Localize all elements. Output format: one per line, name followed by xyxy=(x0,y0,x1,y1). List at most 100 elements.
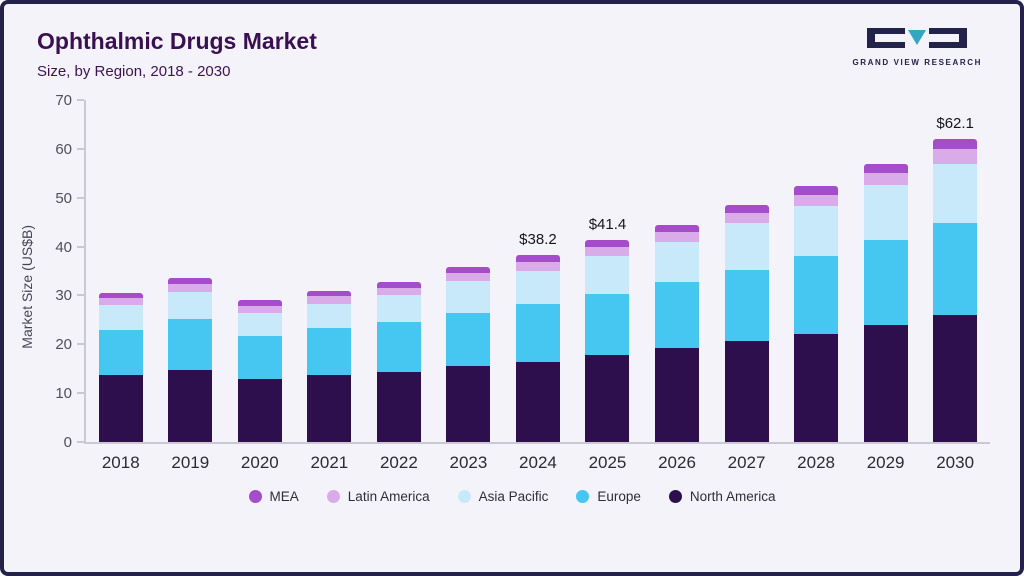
bar-group-2023 xyxy=(434,100,504,442)
bar-segment-asia-pacific xyxy=(237,312,282,336)
bar-group-2030: $62.1 xyxy=(920,100,990,442)
y-tick-70: 70 xyxy=(55,92,72,109)
x-tick-2021: 2021 xyxy=(310,453,349,472)
bar-group-2020 xyxy=(225,100,295,442)
x-tick-2030: 2030 xyxy=(936,453,975,472)
x-tick-2025: 2025 xyxy=(588,453,627,472)
bar-group-2021 xyxy=(295,100,365,442)
bar-segment-europe xyxy=(933,223,978,315)
y-tick-60: 60 xyxy=(55,140,72,158)
bar-segment-north-america xyxy=(307,374,352,442)
legend-dot xyxy=(457,490,471,503)
legend-label: Asia Pacific xyxy=(478,489,549,504)
bar-segment-mea xyxy=(237,300,282,306)
bar-segment-asia-pacific xyxy=(933,163,978,224)
bar-stack xyxy=(98,293,143,442)
y-tick-20: 20 xyxy=(55,336,72,354)
chart-area: Market Size (US$B) 0 10 20 30 40 50 60 70 $38.2… xyxy=(4,86,1020,473)
brand-logo: GRAND VIEW RESEARCH xyxy=(852,28,982,67)
bar-segment-europe xyxy=(376,322,421,373)
legend-item-latin-america: Latin America xyxy=(326,489,430,504)
y-tick-0: 0 xyxy=(63,434,72,451)
bar-segment-europe xyxy=(724,270,769,342)
bar-segment-north-america xyxy=(724,341,769,442)
brand-logo-icon xyxy=(867,28,968,53)
bar-group-2027 xyxy=(712,100,782,442)
y-tick-30: 30 xyxy=(55,287,72,305)
y-tick-mark xyxy=(77,343,84,346)
bar-group-2026 xyxy=(642,100,712,442)
brand-name: GRAND VIEW RESEARCH xyxy=(852,58,982,67)
bar-segment-europe xyxy=(98,329,143,376)
legend-label: Europe xyxy=(597,489,641,504)
bar-segment-europe xyxy=(446,313,491,367)
bar-segment-asia-pacific xyxy=(446,280,491,314)
x-tick-2028: 2028 xyxy=(797,453,835,472)
x-axis: 2018 2019 2020 2021 2022 2023 2024 2025 2026 2027… xyxy=(84,453,990,473)
bar-segment-asia-pacific xyxy=(585,256,630,294)
x-tick-2024: 2024 xyxy=(519,453,557,472)
bar-group-2022 xyxy=(364,100,434,442)
bar-segment-latin-america xyxy=(98,298,143,306)
page-title: Ophthalmic Drugs Market xyxy=(37,28,317,54)
bar-segment-asia-pacific xyxy=(98,305,143,330)
legend-label: Latin America xyxy=(347,489,430,504)
y-tick-mark xyxy=(77,99,84,101)
bar-stack xyxy=(655,224,700,442)
bar-group-2029 xyxy=(851,100,921,442)
legend-dot xyxy=(576,490,590,503)
bar-stack xyxy=(863,163,908,442)
bar-segment-north-america xyxy=(98,375,143,442)
y-tick-50: 50 xyxy=(55,189,72,207)
header: Ophthalmic Drugs Market Size, by Region,… xyxy=(4,4,1020,86)
bar-value-label: $41.4 xyxy=(588,215,627,233)
bar-segment-europe xyxy=(655,281,700,348)
bar-group-2018 xyxy=(86,100,156,442)
bar-segment-asia-pacific xyxy=(515,271,560,305)
bar-segment-north-america xyxy=(585,355,630,442)
x-tick-2019: 2019 xyxy=(171,453,210,472)
bar-segment-asia-pacific xyxy=(376,295,421,323)
x-tick-2027: 2027 xyxy=(727,453,766,472)
bar-segment-latin-america xyxy=(168,284,213,292)
legend-item-north-america: North America xyxy=(668,489,776,504)
bar-segment-latin-america xyxy=(933,148,978,164)
bar-segment-latin-america xyxy=(446,272,491,281)
legend-item-mea: MEA xyxy=(248,489,299,504)
x-tick-2020: 2020 xyxy=(240,453,279,472)
bar-segment-europe xyxy=(168,318,213,370)
plot-column: $38.2 $41.4 $62.1 2018 2019 2020 2021 2022 2023… xyxy=(84,100,990,473)
bar-segment-asia-pacific xyxy=(724,223,769,271)
page-subtitle: Size, by Region, 2018 - 2030 xyxy=(37,63,231,80)
bar-segment-mea xyxy=(655,224,700,232)
bar-segment-north-america xyxy=(933,314,978,442)
bar-segment-europe xyxy=(307,328,352,375)
bar-stack xyxy=(376,281,421,442)
bar-segment-north-america xyxy=(237,379,282,442)
legend-label: North America xyxy=(689,489,776,504)
bar-segment-mea xyxy=(376,281,421,288)
bar-segment-europe xyxy=(515,304,560,362)
legend-item-europe: Europe xyxy=(576,489,641,504)
bar-stack xyxy=(724,205,769,442)
y-tick-mark xyxy=(77,294,84,297)
legend-label: MEA xyxy=(269,489,299,504)
bar-segment-latin-america xyxy=(237,305,282,313)
bar-stack xyxy=(168,278,213,442)
bar-stack xyxy=(585,239,630,442)
y-tick-10: 10 xyxy=(55,385,72,403)
bar-segment-mea xyxy=(933,138,978,149)
bar-segment-mea xyxy=(307,290,352,297)
bar-segment-north-america xyxy=(168,369,213,442)
bar-segment-mea xyxy=(515,255,560,263)
bar-segment-latin-america xyxy=(724,212,769,224)
bar-segment-latin-america xyxy=(515,262,560,271)
bar-segment-north-america xyxy=(655,347,700,442)
y-tick-mark xyxy=(77,245,84,248)
bar-segment-mea xyxy=(863,163,908,173)
bar-stack xyxy=(237,300,282,442)
bar-segment-asia-pacific xyxy=(168,291,213,319)
bar-segment-north-america xyxy=(376,372,421,442)
bar-stack xyxy=(515,255,560,442)
